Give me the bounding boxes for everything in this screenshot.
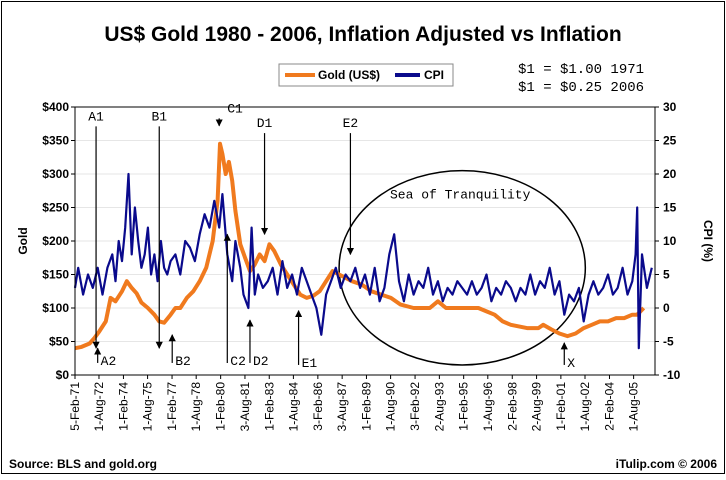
y-tick-label-left: $200 xyxy=(42,234,69,248)
y-tick-label-right: 5 xyxy=(663,268,670,282)
y-tick-label-left: $300 xyxy=(42,167,69,181)
axes-layer: $0 $50 $100 $150 $200 $250 $300 $350 $400 -10 -5 0 5… xyxy=(42,100,680,431)
x-tick-label: 2-Aug-99 xyxy=(530,382,544,432)
credit-text: iTulip.com © 2006 xyxy=(616,457,718,471)
x-tick-label: 1-Aug-84 xyxy=(286,382,300,432)
x-tick-label: 3-Feb-86 xyxy=(311,382,325,431)
legend-box xyxy=(278,63,454,87)
annotation-layer: A1 B1 C1 D1 E2 A2 B2 C2 D2 E1 X xyxy=(88,101,575,371)
annotation-label: C1 xyxy=(227,101,243,116)
annotation-label: D2 xyxy=(253,354,269,369)
y-axis-label-right: CPI (%) xyxy=(701,220,715,262)
annotation-label: X xyxy=(567,356,575,371)
y-tick-label-right: 10 xyxy=(663,234,677,248)
x-tick-label: 1-Aug-78 xyxy=(189,382,203,432)
annotation-label: B2 xyxy=(175,354,191,369)
x-tick-label: 1-Aug-72 xyxy=(92,382,106,432)
annotation-label: C2 xyxy=(230,354,246,369)
x-tick-label: 2-Feb-98 xyxy=(505,382,519,431)
y-tick-label-left: $150 xyxy=(42,268,69,282)
x-tick-label: 1-Aug-02 xyxy=(578,382,592,432)
y-tick-label-left: $400 xyxy=(42,100,69,114)
x-tick-label: 1-Feb-80 xyxy=(214,382,228,431)
y-tick-label-right: 20 xyxy=(663,167,677,181)
annotation-label: E2 xyxy=(343,116,359,131)
series-line-cpi xyxy=(73,172,653,350)
x-tick-label: 1-Feb-95 xyxy=(457,382,471,431)
x-tick-label: 1-Aug-90 xyxy=(384,382,398,432)
y-tick-label-right: 15 xyxy=(663,201,677,215)
x-tick-label: 1-Feb-83 xyxy=(262,382,276,431)
x-tick-label: 1-Aug-96 xyxy=(481,382,495,432)
series-line-gold xyxy=(74,141,646,351)
x-tick-label: 2-Aug-93 xyxy=(432,382,446,432)
x-tick-label: 5-Feb-71 xyxy=(68,382,82,431)
x-tick-label: 1-Feb-74 xyxy=(116,382,130,431)
chart-title: US$ Gold 1980 - 2006, Inflation Adjusted… xyxy=(104,23,621,46)
y-tick-label-right: 0 xyxy=(663,301,670,315)
note-1971: $1 = $1.00 1971 xyxy=(518,62,644,78)
y-axis-label-left: Gold xyxy=(16,227,30,254)
note-2006: $1 = $0.25 2006 xyxy=(518,80,644,96)
x-tick-label: 1-Feb-77 xyxy=(165,382,179,431)
annotation-label: E1 xyxy=(302,356,318,371)
source-text: Source: BLS and gold.org xyxy=(9,457,157,471)
y-tick-label-left: $0 xyxy=(56,368,70,382)
y-tick-label-left: $100 xyxy=(42,301,69,315)
region-circle xyxy=(338,169,587,366)
x-tick-label: 2-Feb-04 xyxy=(603,382,617,431)
series-layer xyxy=(73,141,653,351)
annotation-label: A1 xyxy=(88,109,104,124)
legend: Gold (US$) CPI xyxy=(278,63,454,87)
region-label: Sea of Tranquility xyxy=(390,188,531,203)
annotation-label: D1 xyxy=(257,116,273,131)
legend-entry-gold: Gold (US$) xyxy=(318,68,380,82)
y-tick-label-left: $250 xyxy=(42,201,69,215)
annotation-label: A2 xyxy=(101,354,117,369)
y-tick-label-right: 25 xyxy=(663,134,677,148)
x-tick-label: 3-Feb-92 xyxy=(408,382,422,431)
x-tick-label: 1-Feb-01 xyxy=(554,382,568,431)
y-tick-label-right: 30 xyxy=(663,100,677,114)
y-tick-label-left: $350 xyxy=(42,134,69,148)
y-tick-label-right: -5 xyxy=(663,335,674,349)
x-tick-label: 1-Aug-05 xyxy=(627,382,641,432)
y-tick-label-left: $50 xyxy=(49,335,69,349)
x-tick-label: 3-Aug-87 xyxy=(335,382,349,432)
annotation-label: B1 xyxy=(151,109,167,124)
x-tick-label: 1-Feb-89 xyxy=(360,382,374,431)
legend-entry-cpi: CPI xyxy=(424,68,444,82)
region-layer: Sea of Tranquility xyxy=(338,169,587,366)
x-tick-label: 1-Aug-75 xyxy=(141,382,155,432)
x-tick-label: 3-Aug-81 xyxy=(238,382,252,432)
y-tick-label-right: -10 xyxy=(663,368,681,382)
